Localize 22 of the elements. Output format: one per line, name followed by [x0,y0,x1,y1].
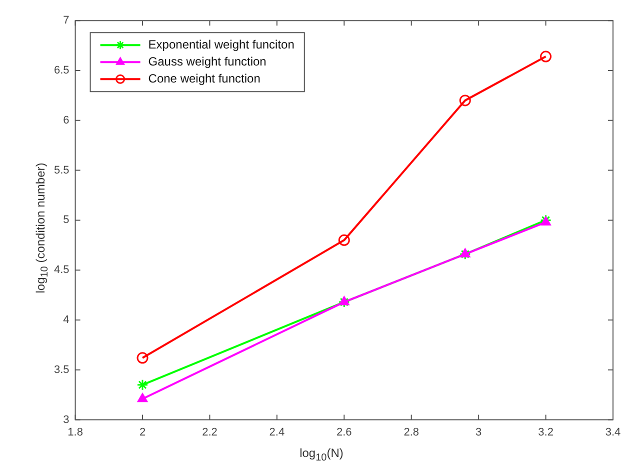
y-tick-label: 6.5 [54,64,70,77]
x-tick-label: 2 [139,426,146,438]
x-tick-label: 2.2 [202,426,218,438]
x-axis-title: log$_{10}$(N) [298,446,344,463]
y-tick-label: 6 [63,114,70,126]
x-tick-label: 1.8 [68,426,83,438]
legend-label: Gauss weight function [148,54,266,68]
x-tick-label: 2.6 [336,426,352,438]
y-tick-label: 5.5 [54,164,70,176]
x-tick-label: 3.2 [538,426,554,438]
legend-label: Cone weight function [148,71,260,86]
y-tick-label: 3 [63,414,70,426]
x-tick-label: 2.8 [404,426,420,438]
y-tick-label: 5 [63,214,70,226]
x-tick-label: 3.4 [605,426,621,438]
y-tick-label: 7 [63,14,70,27]
y-tick-label: 3.5 [54,364,70,376]
x-tick-label: 3 [476,426,482,438]
y-tick-label: 4 [63,314,70,326]
y-tick-label: 4.5 [54,264,70,276]
x-tick-label: 2.4 [269,426,285,438]
legend-label: Exponential weight funciton [148,37,294,52]
